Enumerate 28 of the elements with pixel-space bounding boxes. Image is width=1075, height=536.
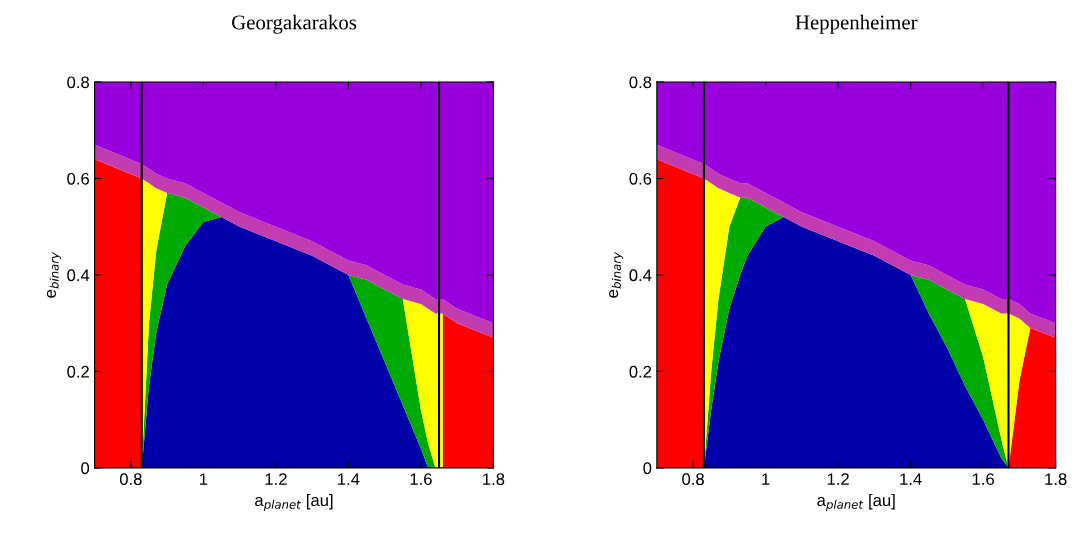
x-tick-label: 1.4 <box>338 473 360 485</box>
y-tick-label: 0.6 <box>629 172 652 185</box>
y-tick-label: 0.4 <box>629 269 652 282</box>
y-tick-label: 0.6 <box>67 172 90 185</box>
y-tick-label: 0.2 <box>629 365 652 378</box>
chart-title: Heppenheimer <box>795 14 918 34</box>
y-tick-label: 0 <box>643 462 652 475</box>
x-tick-label: 0.8 <box>119 473 142 486</box>
y-tick-label: 0 <box>81 462 90 475</box>
x-tick-label: 1.6 <box>410 473 432 486</box>
y-tick-label: 0.8 <box>67 76 90 89</box>
y-axis-title: e$_{binary}$ <box>609 251 624 298</box>
x-tick-label: 1.2 <box>265 473 287 485</box>
x-tick-label: 1.4 <box>900 473 922 485</box>
y-tick-label: 0.2 <box>67 365 89 378</box>
y-tick-label: 0.4 <box>67 269 90 282</box>
x-tick-label: 1 <box>762 473 770 485</box>
x-tick-label: 1.2 <box>827 473 849 485</box>
x-axis-title: a$_{planet}$ [au] <box>817 493 895 512</box>
x-tick-label: 1.8 <box>483 473 505 486</box>
x-tick-label: 0.8 <box>682 473 704 486</box>
y-axis-title: e$_{binary}$ <box>46 251 61 298</box>
x-axis-title: a$_{planet}$ [au] <box>255 493 333 512</box>
y-tick-label: 0.8 <box>629 76 652 89</box>
x-tick-label: 1.6 <box>972 473 994 486</box>
x-tick-label: 1.8 <box>1045 473 1067 486</box>
chart-title: Georgakarakos <box>232 14 357 34</box>
x-tick-label: 1 <box>200 473 208 485</box>
